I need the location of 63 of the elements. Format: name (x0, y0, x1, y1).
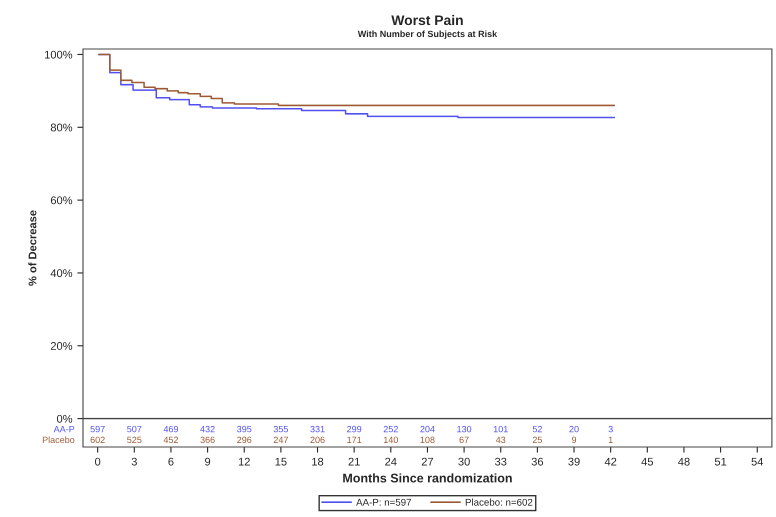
annotation: 108 (420, 436, 435, 444)
text: Placebo (42, 436, 74, 444)
legend-label: AA-P: n=597 (356, 498, 412, 506)
x-tick-label: 24 (385, 458, 397, 466)
annotation: 67 (460, 436, 469, 444)
x-tick-label: 6 (168, 458, 174, 466)
x-tick-label: 9 (205, 458, 210, 466)
chart-subtitle: With Number of Subjects at Risk (358, 30, 498, 39)
legend-label: Placebo: n=602 (466, 498, 532, 506)
annotation: 20 (569, 426, 579, 432)
annotation: 507 (127, 426, 142, 432)
x-tick-label: 42 (604, 458, 616, 466)
x-tick-label: 36 (532, 458, 544, 466)
chart-title: Worst Pain (391, 14, 463, 26)
annotation: 9 (572, 436, 576, 444)
y-tick-label: 40% (50, 269, 72, 278)
annotation: 296 (237, 436, 252, 444)
annotation: 469 (164, 426, 178, 432)
annotation: 247 (274, 436, 288, 443)
x-tick-label: 45 (641, 458, 654, 466)
x-tick-label: 3 (132, 458, 137, 466)
annotation: 395 (237, 426, 252, 432)
y-tick-label: 0% (56, 414, 72, 423)
annotation: 140 (384, 436, 398, 444)
y-tick-label: 100% (45, 50, 72, 59)
annotation: 452 (164, 436, 178, 444)
x-axis-title: Months Since randomization (343, 473, 512, 483)
annotation: 252 (384, 426, 398, 432)
y-tick-label: 20% (50, 342, 72, 350)
annotation: 43 (496, 436, 506, 444)
annotation: 299 (347, 426, 362, 432)
x-tick-label: 39 (568, 458, 580, 466)
annotation: 52 (532, 426, 542, 432)
x-tick-label: 18 (312, 458, 324, 466)
x-tick-label: 30 (458, 458, 470, 466)
y-axis-title: % of Decrease (28, 210, 36, 286)
annotation: 525 (127, 436, 142, 444)
x-tick-label: 27 (422, 458, 434, 466)
annotation: 206 (310, 436, 325, 444)
annotation: 432 (200, 426, 215, 432)
x-tick-label: 48 (678, 458, 690, 466)
x-tick-label: 54 (752, 458, 764, 466)
annotation: 597 (90, 426, 105, 432)
annotation: 204 (420, 426, 435, 432)
annotation: 355 (274, 426, 288, 432)
annotation: 331 (310, 426, 325, 432)
x-tick-label: 51 (714, 458, 726, 466)
x-tick-label: 21 (348, 458, 360, 466)
annotation: 101 (494, 426, 508, 432)
annotation: 366 (200, 436, 215, 444)
x-tick-label: 33 (494, 458, 506, 466)
annotation: 3 (608, 426, 613, 432)
text: AA-P (54, 426, 74, 432)
x-tick-label: 15 (276, 458, 287, 466)
y-tick-label: 60% (50, 196, 72, 204)
annotation: 130 (457, 426, 472, 432)
annotation: 602 (90, 436, 105, 444)
y-tick-label: 80% (50, 124, 72, 132)
x-tick-label: 12 (238, 458, 250, 466)
annotation: 171 (347, 436, 362, 443)
annotation: 1 (608, 436, 613, 443)
x-tick-label: 0 (95, 458, 100, 466)
annotation: 25 (532, 436, 542, 444)
